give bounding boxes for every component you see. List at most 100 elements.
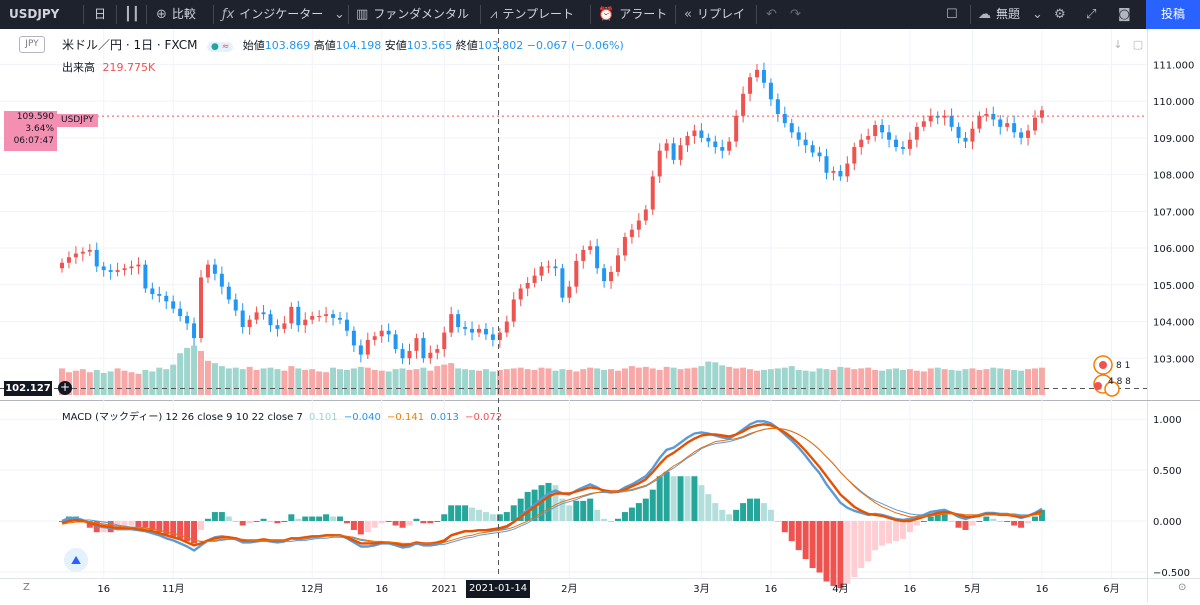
histogram-bar [747,498,754,522]
volume-bar [274,369,281,395]
histogram-bar [976,521,983,523]
histogram-bar [788,521,795,542]
candle-body [991,113,996,120]
macd-title[interactable]: MACD (マックディー) 12 26 close 9 10 22 close … [62,412,303,423]
candle-body [1026,130,1031,138]
volume-bar [691,367,698,395]
axis-settings-button[interactable]: ⊙ [1178,582,1187,593]
fullscreen-layout-button[interactable]: ☐ [946,0,963,29]
chart-area[interactable]: 111.000 110.000 109.000 108.000 107.000 106.0… [0,29,1200,602]
volume-bar [135,373,142,395]
settings-button[interactable]: ⚙ [1054,0,1071,29]
candle-body [393,334,398,350]
redo-button[interactable]: ↷ [790,0,806,29]
candle-body [115,270,120,272]
currency-badge[interactable]: JPY [19,36,45,53]
alerts-button[interactable]: ⏰ アラート [598,0,667,29]
candle-body [192,323,197,339]
volume-bar [184,347,191,395]
candle-body [636,220,641,230]
time-tick-label: 4月 [832,583,848,595]
volume-bar [378,370,385,395]
candle-body [546,266,551,268]
candle-body [80,251,85,254]
compare-button[interactable]: ⊕ 比較 [156,0,196,29]
event-markers[interactable]: 8 1 4 8 8 [1093,355,1131,397]
pane-down-button[interactable]: ↓ [1113,38,1123,51]
layout-dropdown[interactable]: ⌄ [1032,0,1048,29]
bar-style-button[interactable]: ┃┃ [124,0,145,29]
histogram-bar [816,521,823,573]
volume-bar [413,369,420,395]
candle-body [755,69,759,78]
snapshot-button[interactable]: ◙ [1118,0,1136,29]
macd-tick-label: 0.500 [1153,466,1182,477]
close-value: 103.802 [477,39,524,52]
histogram-bar [142,521,149,528]
indicators-dropdown[interactable]: ⌄ [334,0,350,29]
undo-button[interactable]: ↶ [766,0,782,29]
price-tick-label: 108.000 [1153,171,1194,182]
price-tag-percent: 3.64% [25,124,54,134]
tradingview-logo[interactable]: ⛰ [64,548,88,572]
volume-bar [615,370,621,395]
price-tick-label: 105.000 [1153,281,1194,292]
post-button[interactable]: 投稿 [1146,0,1200,29]
rewind-icon: « [684,7,692,22]
price-tick-label: 103.000 [1153,354,1194,365]
candle-body [421,338,426,359]
time-tick-label: 2月 [561,583,577,595]
indicators-label: インジケーター [239,7,324,21]
fullscreen-button[interactable]: ⤢ [1086,0,1101,29]
histogram-bar [149,521,156,530]
candle-body [400,349,405,359]
symbol-search-button[interactable]: USDJPY [9,0,59,29]
candle-body [1005,123,1010,127]
candle-body [602,268,607,282]
candle-body [699,130,704,138]
candle-body [129,266,134,269]
candle-body [268,314,273,326]
macd-legend: MACD (マックディー) 12 26 close 9 10 22 close … [62,408,502,423]
volume-label[interactable]: 出来高 [62,61,95,74]
volume-bar [698,366,705,395]
candle-body [539,266,544,276]
volume-bar [587,367,594,395]
volume-bar [371,369,378,395]
candle-body [761,69,766,83]
histogram-bar [239,521,246,526]
volume-bar [204,360,211,395]
chart-canvas[interactable]: 111.000 110.000 109.000 108.000 107.000 106.0… [0,29,1200,602]
histogram-bar [295,518,302,522]
volume-bar [747,369,754,395]
series-title[interactable]: 米ドル／円 · 1日 · FXCM [62,38,198,52]
volume-bar [538,367,545,395]
candle-body [219,273,224,287]
pane-maximize-button[interactable]: ▢ [1132,38,1144,51]
replay-button[interactable]: « リプレイ [684,0,745,29]
histogram-bar [927,516,934,522]
volume-bar [399,368,406,395]
histogram-bar [378,521,385,524]
fundamentals-button[interactable]: ▥ ファンダメンタル [356,0,469,29]
histogram-bar [448,505,455,522]
price-tick-label: 111.000 [1153,60,1194,71]
add-alert-button[interactable]: + [58,380,72,395]
layout-name-button[interactable]: ☁ 無題 [978,0,1020,29]
zoom-button[interactable]: Z [23,582,30,593]
volume-bar [948,369,955,395]
histogram-bar [559,498,566,522]
histogram-bar [170,521,177,537]
volume-bar [774,368,781,395]
histogram-bar [524,491,531,522]
volume-bar [476,370,482,395]
templates-button[interactable]: ⩘ テンプレート [490,0,574,29]
candle-body [185,316,190,324]
histogram-bar [844,521,851,584]
volume-bar [552,370,559,395]
volume-bar [781,367,788,395]
candle-body [657,150,662,177]
indicators-button[interactable]: ƒx インジケーター [222,0,323,29]
candle-body [525,282,530,289]
interval-button[interactable]: 日 [94,0,106,29]
